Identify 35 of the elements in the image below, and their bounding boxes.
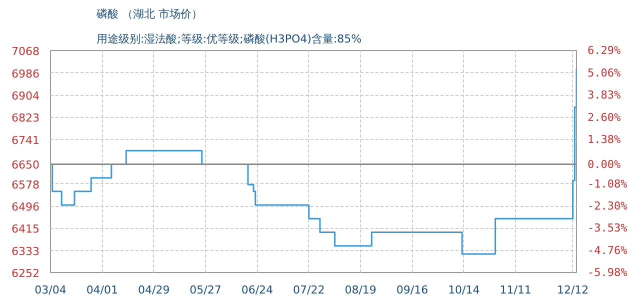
y-tick-label: 6741 [12,134,40,147]
x-tick-label: 05/27 [190,284,222,296]
x-tick-label: 10/14 [448,284,480,296]
y2-tick-label: 5.06% [588,66,621,80]
x-tick-label: 08/19 [344,284,376,296]
y2-tick-label: -4.76% [588,244,628,257]
y-tick-label: 6904 [12,90,40,103]
chart-title: 磷酸 （湖北 市场价） [96,8,202,20]
y2-tick-label: 2.60% [588,110,621,124]
y-tick-label: 6986 [12,67,40,80]
x-tick-label: 09/16 [396,284,428,296]
y2-tick-label: -3.53% [588,222,628,235]
y2-tick-label: 3.83% [588,88,621,102]
x-tick-label: 06/24 [241,284,274,296]
y2-tick-label: 0.00% [588,158,621,171]
x-tick-label: 03/04 [34,284,66,296]
y2-tick-label: -1.08% [588,177,628,190]
y2-tick-label: 6.29% [588,44,621,57]
y-tick-label: 6333 [12,244,40,258]
x-tick-label: 07/22 [293,284,325,296]
chart-subtitle: 用途级别:湿法酸;等级:优等级;磷酸(H3PO4)含量:85% [96,32,362,46]
y-tick-label: 6650 [12,158,40,172]
y2-tick-label: -2.30% [588,199,628,212]
y2-tick-label: 1.38% [588,132,621,146]
y-tick-label: 6578 [12,178,40,192]
x-tick-label: 12/12 [556,284,589,296]
x-tick-label: 04/29 [138,284,170,296]
y-tick-label: 6252 [12,267,40,280]
y-tick-label: 6823 [12,112,40,125]
y-tick-label: 6415 [12,222,40,236]
x-tick-label: 11/11 [500,284,532,296]
y-tick-label: 6496 [12,200,40,214]
y2-tick-label: -5.98% [588,266,628,279]
x-tick-label: 04/01 [86,284,118,296]
y-tick-label: 7068 [12,45,40,58]
